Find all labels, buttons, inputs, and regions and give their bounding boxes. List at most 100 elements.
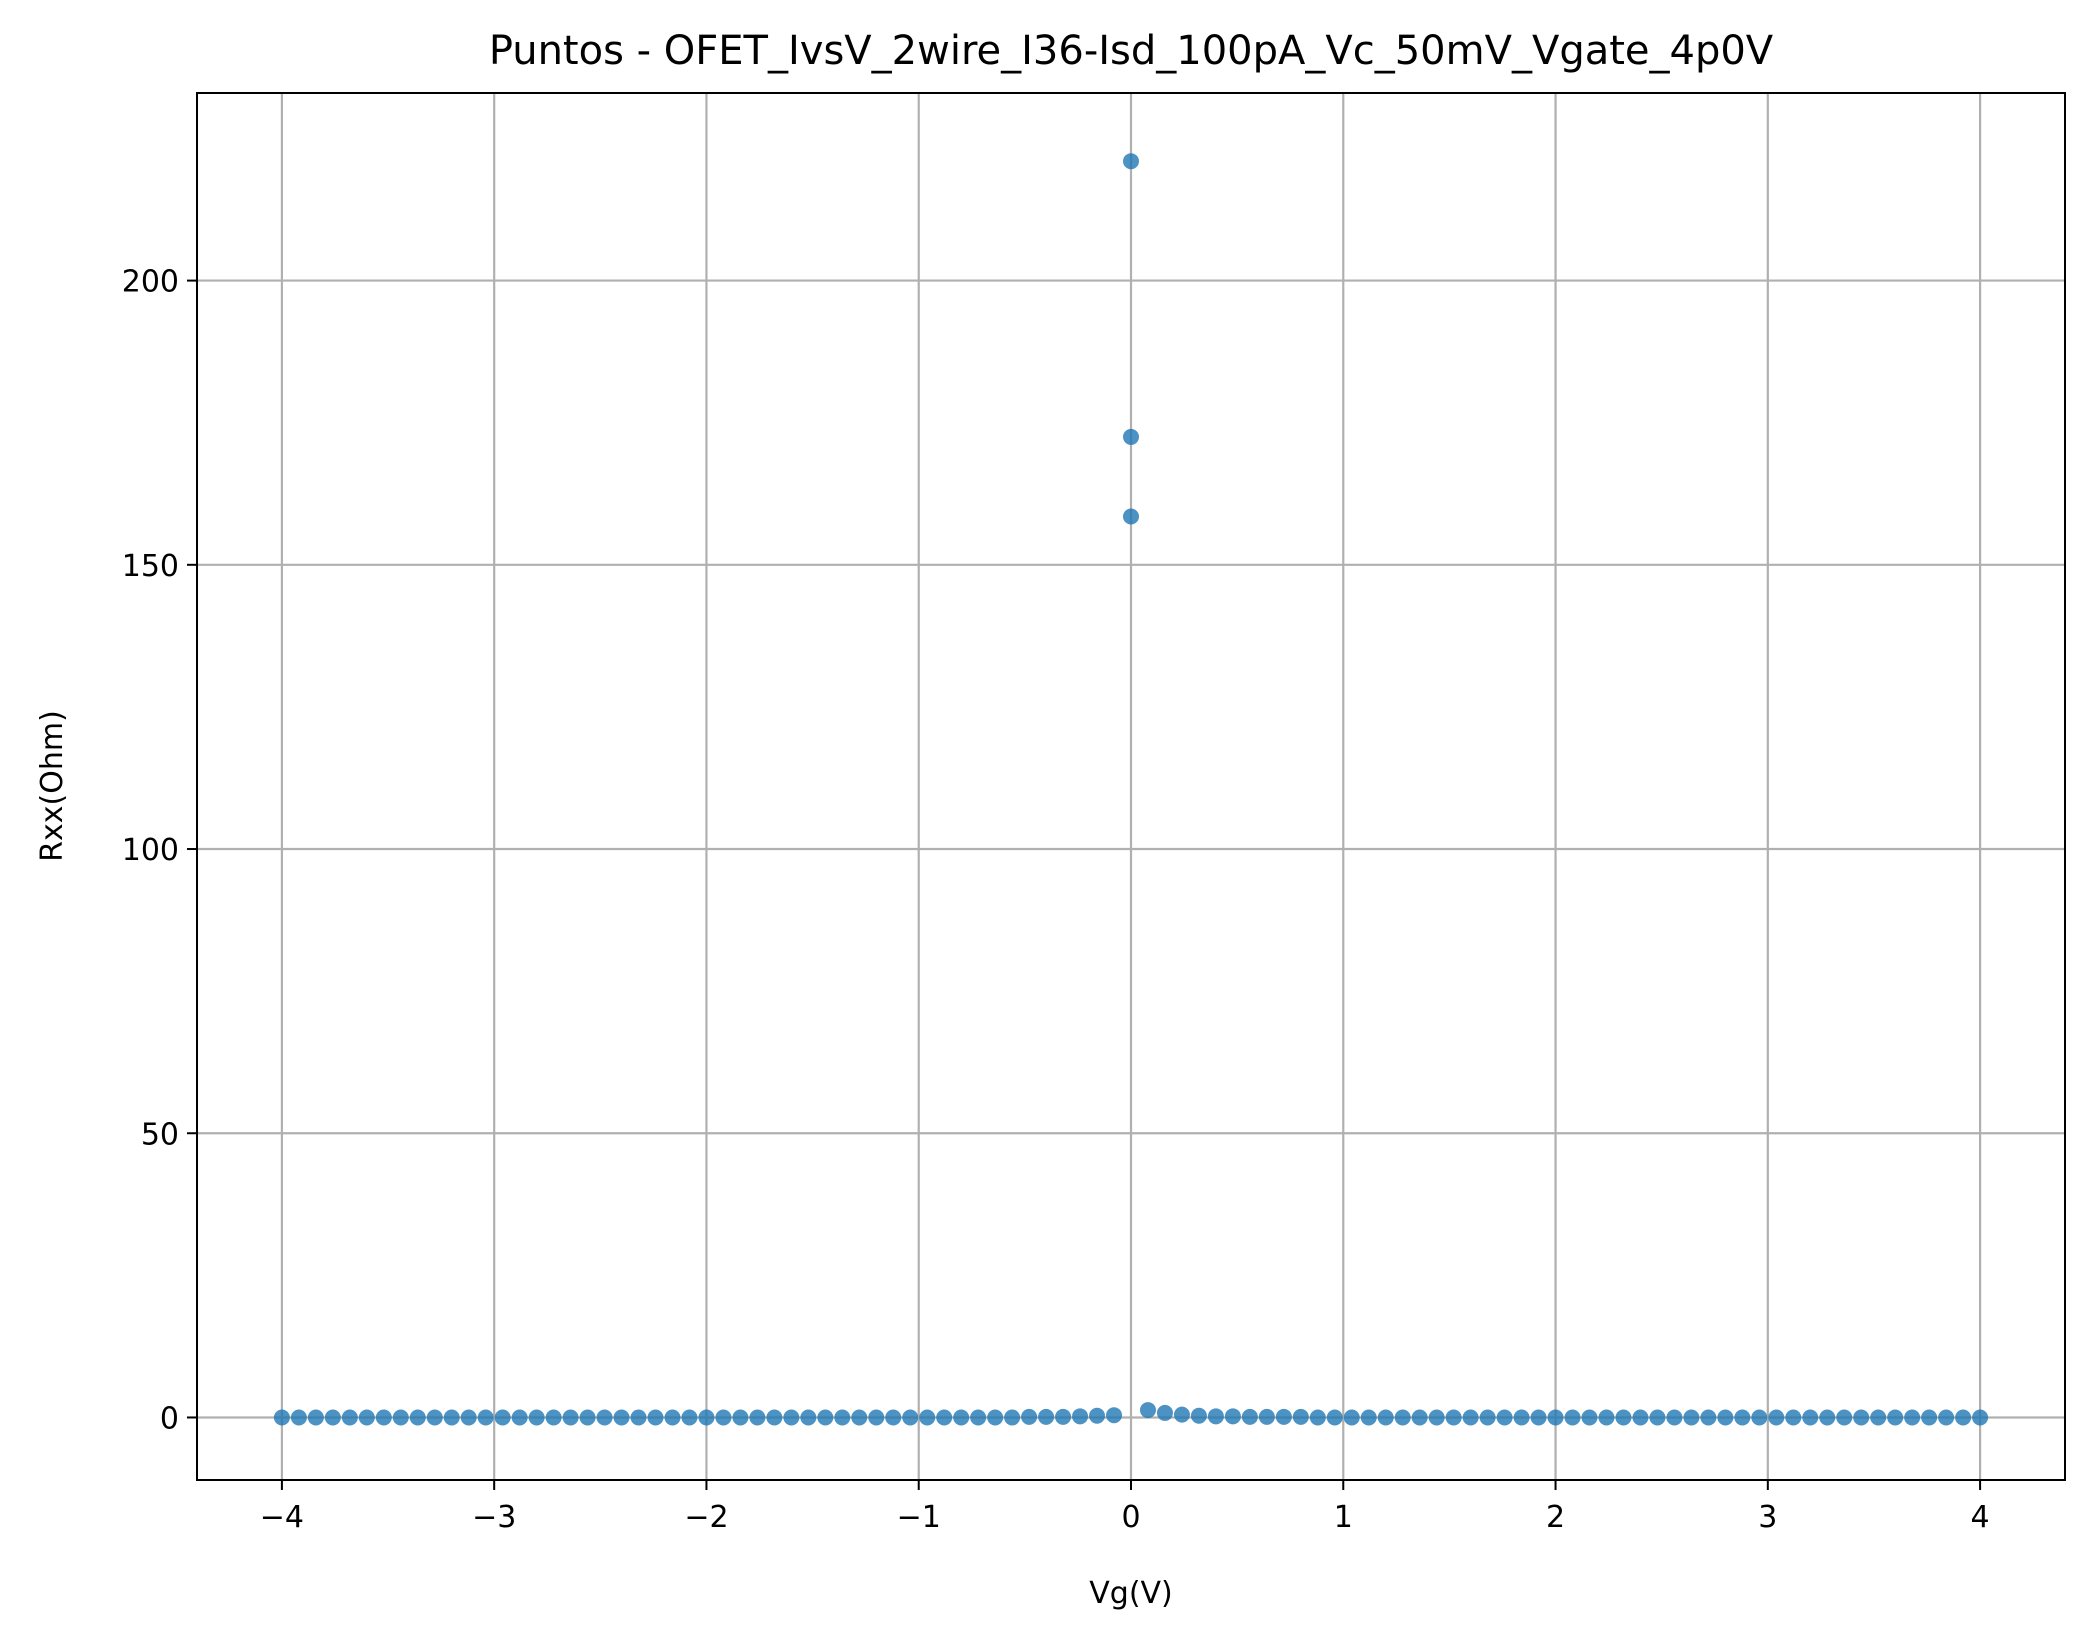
data-point — [358, 1409, 375, 1426]
data-point — [1547, 1409, 1564, 1426]
data-point — [1207, 1408, 1224, 1425]
y-tick-label: 100 — [122, 833, 179, 868]
data-point — [1258, 1408, 1275, 1425]
data-point — [528, 1409, 545, 1426]
data-point — [1072, 1408, 1089, 1425]
data-point — [1292, 1408, 1309, 1425]
data-point — [1700, 1409, 1717, 1426]
data-point — [596, 1409, 613, 1426]
x-tick-label: 3 — [1758, 1500, 1777, 1535]
data-point — [1836, 1409, 1853, 1426]
data-point — [1123, 428, 1139, 445]
data-point — [1649, 1409, 1666, 1426]
x-axis-label: Vg(V) — [1089, 1576, 1173, 1611]
data-point — [273, 1409, 290, 1426]
data-point — [902, 1409, 919, 1426]
data-point — [1241, 1408, 1258, 1425]
data-point — [936, 1409, 953, 1426]
data-point — [868, 1409, 885, 1426]
x-tick-label: −4 — [260, 1500, 304, 1535]
data-point — [1428, 1409, 1445, 1426]
data-point — [443, 1409, 460, 1426]
x-tick-label: 2 — [1546, 1500, 1565, 1535]
data-point — [1123, 508, 1139, 525]
data-point — [426, 1409, 443, 1426]
y-axis-ticks: 0 50 100 150 200 — [122, 265, 197, 1436]
data-point — [1904, 1409, 1921, 1426]
data-point — [715, 1409, 732, 1426]
data-point — [851, 1409, 868, 1426]
data-point — [477, 1409, 494, 1426]
data-point — [1581, 1409, 1598, 1426]
data-point — [698, 1409, 715, 1426]
data-point — [1751, 1409, 1768, 1426]
data-point — [375, 1409, 392, 1426]
x-tick-label: 4 — [1971, 1500, 1990, 1535]
x-tick-label: −1 — [897, 1500, 941, 1535]
data-point — [1615, 1409, 1632, 1426]
data-point — [1190, 1407, 1207, 1424]
data-point — [324, 1409, 341, 1426]
data-point — [1496, 1409, 1513, 1426]
data-point — [1173, 1406, 1190, 1423]
data-point — [1462, 1409, 1479, 1426]
data-point — [630, 1409, 647, 1426]
data-point — [1802, 1409, 1819, 1426]
chart-title: Puntos - OFET_IvsV_2wire_I36-Isd_100pA_V… — [489, 28, 1774, 74]
data-point — [307, 1409, 324, 1426]
data-point — [1785, 1409, 1802, 1426]
data-point — [1004, 1409, 1021, 1426]
data-point — [749, 1409, 766, 1426]
x-tick-label: −2 — [684, 1500, 728, 1535]
data-point — [409, 1409, 426, 1426]
data-point — [1683, 1409, 1700, 1426]
data-point — [1938, 1409, 1955, 1426]
data-point — [1038, 1408, 1055, 1425]
data-point — [341, 1409, 358, 1426]
data-point — [681, 1409, 698, 1426]
data-point — [800, 1409, 817, 1426]
data-point — [579, 1409, 596, 1426]
data-point — [1530, 1409, 1547, 1426]
data-point — [647, 1409, 664, 1426]
y-tick-label: 0 — [160, 1401, 179, 1436]
data-point — [1139, 1402, 1156, 1419]
data-point — [1394, 1409, 1411, 1426]
data-points — [273, 153, 1989, 1426]
data-point — [1666, 1409, 1683, 1426]
data-point — [1224, 1408, 1241, 1425]
data-point — [1955, 1409, 1972, 1426]
data-point — [1717, 1409, 1734, 1426]
y-tick-label: 50 — [141, 1117, 179, 1152]
y-tick-label: 200 — [122, 265, 179, 300]
data-point — [511, 1409, 528, 1426]
data-point — [885, 1409, 902, 1426]
data-point — [1513, 1409, 1530, 1426]
data-point — [1734, 1409, 1751, 1426]
data-point — [783, 1409, 800, 1426]
data-point — [1089, 1407, 1106, 1424]
data-point — [1411, 1409, 1428, 1426]
data-point — [1479, 1409, 1496, 1426]
data-point — [1055, 1408, 1072, 1425]
data-point — [919, 1409, 936, 1426]
data-point — [1598, 1409, 1615, 1426]
data-point — [970, 1409, 987, 1426]
data-point — [953, 1409, 970, 1426]
x-tick-label: 1 — [1334, 1500, 1353, 1535]
data-point — [1343, 1409, 1360, 1426]
data-point — [1972, 1409, 1989, 1426]
data-point — [1632, 1409, 1649, 1426]
data-point — [1921, 1409, 1938, 1426]
data-point — [1819, 1409, 1836, 1426]
data-point — [1326, 1409, 1343, 1426]
data-point — [562, 1409, 579, 1426]
data-point — [987, 1409, 1004, 1426]
data-point — [1156, 1404, 1173, 1421]
data-point — [766, 1409, 783, 1426]
data-point — [494, 1409, 511, 1426]
data-point — [545, 1409, 562, 1426]
data-point — [732, 1409, 749, 1426]
